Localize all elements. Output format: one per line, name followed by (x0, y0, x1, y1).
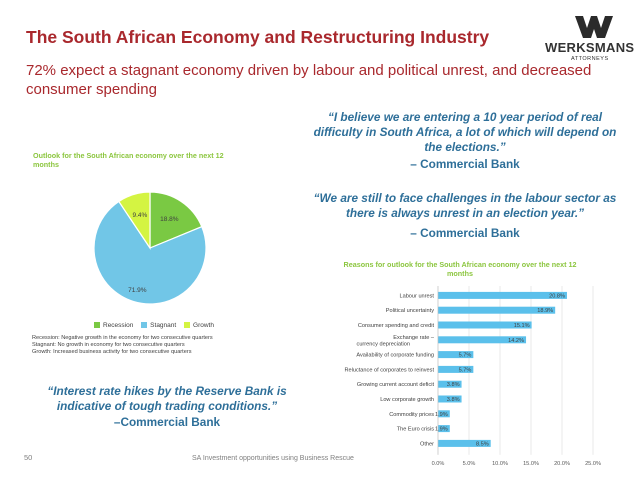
legend-label-growth: Growth (193, 322, 214, 329)
bar-value-label: 1.9% (435, 412, 448, 418)
x-tick-label: 20.0% (554, 461, 570, 467)
pie-slice-stagnant (93, 200, 207, 305)
bar-value-label: 5.7% (459, 353, 472, 359)
category-label: Exchange rate – currency depreciation (357, 335, 435, 348)
bar-value-label: 8.5% (476, 441, 489, 447)
pie-slice-label: 18.8% (160, 216, 179, 223)
legend-swatch-stagnant (141, 322, 148, 328)
category-label: Availability of corporate funding (356, 353, 434, 359)
bar (438, 306, 556, 314)
category-label: Political uncertainty (386, 308, 434, 314)
bar-chart: 0.0% 5.0% 10.0% 15.0% 20.0% 25.0% 20.8% Labour … (344, 286, 601, 467)
bar (438, 439, 491, 447)
category-label: Low corporate growth (380, 397, 434, 403)
pie-definitions: Recession: Negative growth in the econom… (32, 335, 213, 356)
category-label: Other (420, 441, 434, 447)
quote-attribution-2: – Commercial Bank (410, 226, 520, 240)
bar-value-label: 15.1% (514, 323, 530, 329)
page-number: 50 (24, 453, 33, 462)
page-title: The South African Economy and Restructur… (26, 27, 490, 47)
logo-tagline: ATTORNEYS (571, 56, 609, 62)
quote-attribution-3: –Commercial Bank (113, 415, 221, 429)
x-tick-label: 10.0% (492, 461, 508, 467)
bar (438, 336, 527, 344)
pie-legend: Recession Stagnant Growth (88, 322, 214, 329)
footer-text: SA Investment opportunities using Busine… (192, 455, 354, 462)
w-mark-icon (575, 16, 613, 38)
bar-chart-title: Reasons for outlook for the South Africa… (343, 260, 577, 278)
legend-label-stagnant: Stagnant (150, 322, 177, 329)
bar (438, 380, 462, 388)
pie-chart: 18.8% 71.9% 9.4% (93, 191, 207, 305)
quote-attribution-1: – Commercial Bank (410, 157, 520, 171)
x-tick-label: 15.0% (523, 461, 539, 467)
legend-swatch-recession (94, 322, 100, 328)
legend-swatch-growth (184, 322, 191, 328)
werksmans-logo: WERKSMANS ATTORNEYS (531, 14, 635, 66)
bar (438, 321, 532, 329)
category-label: Consumer spending and credit (358, 323, 435, 329)
pie-slice-label: 71.9% (128, 287, 147, 294)
bar (438, 365, 474, 373)
bar-value-label: 1.9% (435, 427, 448, 433)
bar (438, 410, 450, 418)
pie-note: Stagnant: No growth in economy for two c… (32, 342, 185, 348)
logo-name: WERKSMANS (545, 40, 635, 55)
quote-text-1: “I believe we are entering a 10 year per… (313, 110, 617, 154)
page-subtitle: 72% expect a stagnant economy driven by … (26, 62, 592, 98)
quote-text-2: “We are still to face challenges in the … (313, 191, 617, 220)
x-tick-label: 0.0% (432, 461, 445, 467)
bar (438, 351, 474, 359)
bar-value-label: 14.2% (508, 338, 524, 344)
pie-chart-title: Outlook for the South African economy ov… (33, 151, 224, 169)
bar-value-label: 3.8% (447, 382, 460, 388)
bar-value-label: 3.8% (447, 397, 460, 403)
bar (438, 425, 450, 433)
pie-note: Growth: Increased business activity for … (32, 349, 192, 355)
pie-slice-growth (118, 191, 151, 250)
quote-text-3: “Interest rate hikes by the Reserve Bank… (47, 384, 287, 413)
bar (438, 395, 462, 403)
legend-label-recession: Recession (103, 322, 134, 329)
category-label: Commodity prices (389, 412, 434, 418)
category-label: The Euro crisis (397, 427, 435, 433)
bar (438, 291, 567, 299)
category-label: Growing current account deficit (357, 382, 435, 388)
bar-value-label: 20.8% (549, 293, 565, 299)
bar-value-label: 5.7% (459, 367, 472, 373)
x-tick-label: 5.0% (463, 461, 476, 467)
category-label: Reluctance of corporates to reinvest (344, 367, 434, 373)
pie-slice-label: 9.4% (132, 212, 147, 219)
bar-value-label: 18.9% (537, 308, 553, 314)
category-label: Labour unrest (399, 293, 434, 299)
pie-note: Recession: Negative growth in the econom… (32, 335, 213, 341)
pie-slice-recession (149, 191, 203, 249)
x-tick-label: 25.0% (585, 461, 601, 467)
